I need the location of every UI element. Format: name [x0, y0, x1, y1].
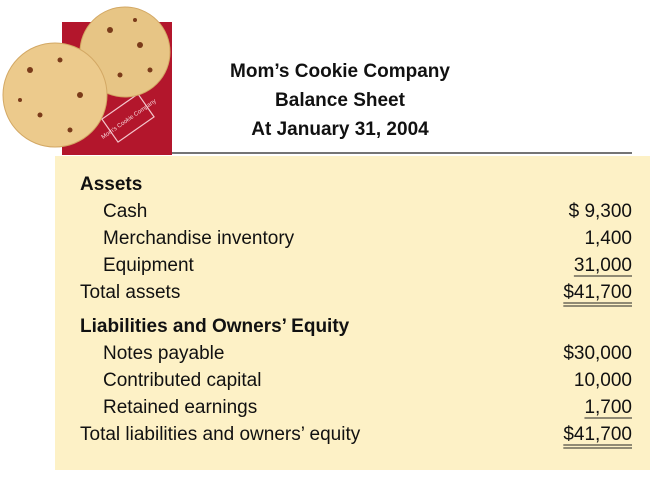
total-amount: $41,700	[563, 282, 632, 303]
row-amount: 31,000	[574, 255, 632, 276]
row-amount: 10,000	[574, 370, 632, 391]
row-label: Equipment	[103, 255, 195, 276]
row-label: Merchandise inventory	[103, 228, 295, 249]
row-label: Contributed capital	[103, 370, 261, 391]
section-heading: Assets	[80, 174, 142, 195]
cookies	[2, 6, 171, 148]
row-amount: 1,400	[584, 228, 632, 249]
date: At January 31, 2004	[251, 119, 429, 140]
row-amount: $ 9,300	[569, 201, 632, 222]
total-amount: $41,700	[563, 424, 632, 445]
title: Mom’s Cookie Company	[230, 61, 450, 82]
row-label: Cash	[103, 201, 147, 222]
subtitle: Balance Sheet	[275, 90, 406, 111]
table-background	[55, 156, 650, 470]
row-amount: $30,000	[563, 343, 632, 364]
row-label: Retained earnings	[103, 397, 257, 418]
total-label: Total assets	[80, 282, 180, 303]
section-heading: Liabilities and Owners’ Equity	[80, 316, 350, 337]
row-label: Notes payable	[103, 343, 224, 364]
total-label: Total liabilities and owners’ equity	[80, 424, 361, 445]
row-amount: 1,700	[584, 397, 632, 418]
